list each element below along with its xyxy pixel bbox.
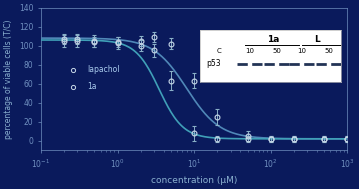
Text: 1a: 1a — [87, 82, 96, 91]
Text: lapachol: lapachol — [87, 65, 119, 74]
Y-axis label: percentage of viable cells (T/C): percentage of viable cells (T/C) — [4, 19, 13, 139]
X-axis label: concentration (μM): concentration (μM) — [151, 176, 237, 185]
